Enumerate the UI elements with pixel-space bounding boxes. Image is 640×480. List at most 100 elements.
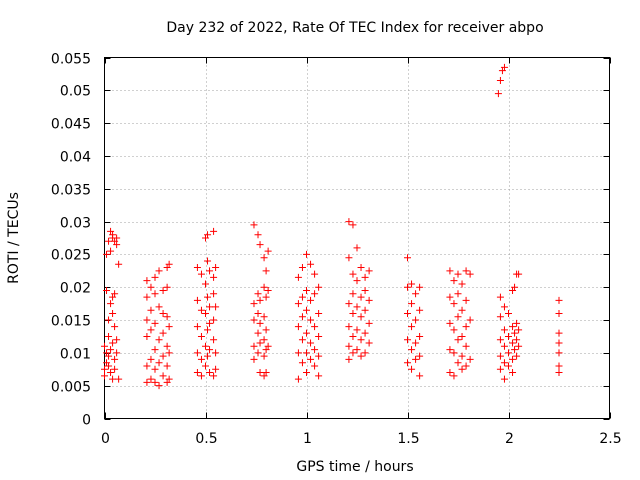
data-point: [143, 378, 151, 386]
data-point: [260, 336, 268, 344]
data-point: [262, 369, 270, 377]
data-point: [513, 336, 521, 344]
data-point: [159, 372, 167, 380]
data-point: [466, 355, 474, 363]
data-point: [303, 349, 310, 357]
data-point: [454, 290, 462, 298]
data-point: [307, 296, 315, 304]
data-point: [151, 365, 159, 373]
data-point: [155, 359, 163, 367]
data-point: [505, 332, 512, 340]
data-point: [264, 287, 272, 295]
data-point: [500, 342, 508, 350]
data-point: [165, 260, 173, 268]
data-point: [494, 90, 502, 98]
data-point: [155, 267, 163, 275]
data-point: [303, 250, 310, 258]
data-point: [111, 323, 119, 331]
data-point: [193, 296, 201, 304]
data-point: [262, 293, 270, 301]
data-point: [165, 375, 173, 383]
y-axis: 0 0.005 0.01 0.015 0.02 0.025 0.03 0.035 0.04 0.0…: [51, 52, 610, 429]
data-point: [466, 316, 474, 324]
data-point: [511, 329, 519, 337]
y-tick-label: 0.005: [51, 380, 91, 396]
data-point: [298, 359, 306, 367]
data-point: [159, 352, 167, 360]
data-point: [511, 283, 519, 291]
data-point: [454, 270, 462, 278]
data-point: [294, 375, 302, 383]
data-point: [404, 283, 411, 291]
data-point: [349, 349, 357, 357]
data-point: [250, 316, 258, 324]
data-point: [505, 309, 512, 317]
grid-lines: [104, 57, 610, 419]
data-point: [361, 329, 369, 337]
data-point: [206, 346, 214, 354]
data-point: [298, 293, 306, 301]
data-point: [307, 316, 315, 324]
data-point: [262, 326, 270, 334]
data-point: [256, 369, 264, 377]
data-point: [500, 303, 508, 311]
y-tick-label: 0.02: [60, 281, 91, 297]
data-point: [165, 349, 173, 357]
data-point: [315, 332, 323, 340]
data-point: [509, 339, 517, 347]
data-point: [446, 369, 454, 377]
data-point: [416, 283, 424, 291]
y-tick-label: 0.03: [60, 216, 91, 232]
data-point: [509, 369, 517, 377]
data-point: [109, 339, 117, 347]
data-point: [505, 362, 512, 370]
data-point: [193, 323, 201, 331]
data-point: [357, 352, 365, 360]
data-point: [555, 369, 563, 377]
data-point: [315, 352, 323, 360]
data-point: [353, 326, 361, 334]
data-point: [101, 372, 108, 380]
data-point: [264, 247, 272, 255]
data-point: [353, 277, 361, 285]
data-point: [458, 306, 466, 314]
data-point: [254, 349, 262, 357]
data-point: [115, 260, 123, 268]
data-point: [151, 319, 159, 327]
data-point: [365, 339, 373, 347]
data-point: [404, 309, 411, 317]
data-point: [256, 319, 264, 327]
data-point: [357, 313, 365, 321]
data-point: [462, 296, 470, 304]
data-point: [147, 355, 155, 363]
data-point: [555, 296, 563, 304]
data-point: [151, 346, 159, 354]
data-point: [197, 372, 205, 380]
data-point: [256, 296, 264, 304]
y-axis-label: ROTI / TECUs: [6, 192, 22, 284]
data-point: [311, 270, 319, 278]
data-point: [450, 300, 458, 308]
data-point: [264, 342, 272, 350]
data-point: [111, 365, 119, 373]
data-point: [513, 319, 521, 327]
y-tick-label: 0.05: [60, 84, 91, 100]
data-point: [454, 313, 462, 321]
data-point: [446, 267, 454, 275]
data-point: [555, 339, 563, 347]
data-point: [294, 300, 302, 308]
data-point: [107, 346, 115, 354]
data-point: [446, 293, 454, 301]
data-point: [212, 303, 220, 311]
data-point: [113, 234, 121, 242]
data-point: [202, 309, 209, 317]
data-point: [197, 306, 205, 314]
data-point: [210, 372, 218, 380]
data-point: [311, 362, 319, 370]
y-tick-label: 0.015: [51, 314, 91, 330]
data-point: [103, 287, 111, 295]
data-point: [315, 309, 323, 317]
data-point: [163, 342, 171, 350]
data-point: [404, 254, 411, 262]
data-point: [404, 336, 411, 344]
